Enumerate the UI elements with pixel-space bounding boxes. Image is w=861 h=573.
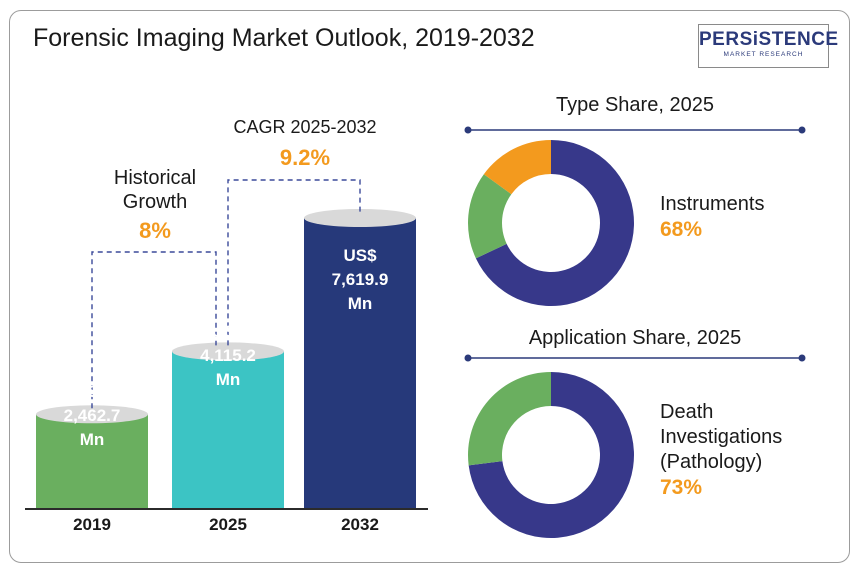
- type-share-title: Type Share, 2025: [556, 94, 714, 116]
- bar-value-2032-line3: Mn: [347, 294, 373, 313]
- historical-label-line1: Historical: [113, 167, 197, 189]
- bar-value-label-2025: US$ 4,115.2 Mn: [178, 320, 278, 392]
- bar-top-2025: [172, 342, 284, 361]
- historical-growth-value: 8%: [139, 218, 171, 243]
- application-legend-line3: (Pathology): [660, 451, 763, 473]
- company-logo[interactable]: PERSiSTENCE MARKET RESEARCH: [698, 24, 839, 68]
- application-share-slice-1: [468, 372, 551, 466]
- cagr-connector: [227, 179, 361, 346]
- bar-value-2025-line1: US$: [211, 322, 245, 341]
- bar-value-2019-line2: 2,462.7: [63, 406, 121, 425]
- bar-value-2032-line2: 7,619.9: [331, 270, 389, 289]
- type-share-legend-value: 68%: [660, 218, 703, 241]
- type-share-slice-0: [475, 140, 634, 307]
- application-legend-value: 73%: [660, 476, 703, 499]
- bar-value-2032-line1: US$: [343, 246, 377, 265]
- historical-connector: [91, 251, 217, 409]
- type-share-slice-1: [468, 174, 512, 259]
- type-share-divider-dot-left: [464, 126, 472, 134]
- bar-value-2019-line3: Mn: [79, 430, 105, 449]
- type-share-legend: Instruments 68%: [660, 192, 764, 242]
- bar-value-label-2032: US$ 7,619.9 Mn: [310, 244, 410, 316]
- bar-2025: [172, 351, 284, 508]
- bar-value-label-2019: US$ 2,462.7 Mn: [42, 380, 142, 452]
- type-share-slice-2: [483, 140, 551, 195]
- bar-value-2025-line2: 4,115.2: [200, 346, 256, 365]
- cagr-label: CAGR 2025-2032: [233, 117, 377, 137]
- logo-wordmark: PERSiSTENCE: [699, 29, 839, 50]
- type-share-legend-label: Instruments: [660, 193, 765, 215]
- application-legend-line1: Death: [660, 401, 714, 423]
- bar-value-2025-line3: Mn: [215, 370, 241, 389]
- infographic-card: [9, 10, 850, 563]
- application-share-title: Application Share, 2025: [528, 327, 742, 349]
- bar-value-2019-line1: US$: [75, 382, 109, 401]
- type-share-divider-dot-right: [798, 126, 806, 134]
- application-share-slice-0: [468, 372, 634, 538]
- x-tick-2032: 2032: [341, 515, 379, 534]
- application-share-divider-dot-left: [464, 354, 472, 362]
- application-share-divider-dot-right: [798, 354, 806, 362]
- bar-top-2032: [304, 209, 416, 227]
- bar-top-2019: [36, 405, 148, 424]
- application-share-legend: Death Investigations (Pathology) 73%: [660, 400, 782, 500]
- logo-tagline: MARKET RESEARCH: [723, 51, 804, 58]
- historical-label-line2: Growth: [122, 191, 188, 213]
- historical-growth-label: Historical Growth: [95, 166, 215, 214]
- page-title: Forensic Imaging Market Outlook, 2019-20…: [33, 24, 535, 52]
- application-legend-line2: Investigations: [660, 426, 783, 448]
- bar-2032: [304, 218, 416, 508]
- bar-2019: [36, 414, 148, 508]
- x-tick-2025: 2025: [209, 515, 247, 534]
- x-tick-2019: 2019: [73, 515, 111, 534]
- cagr-value: 9.2%: [279, 145, 331, 170]
